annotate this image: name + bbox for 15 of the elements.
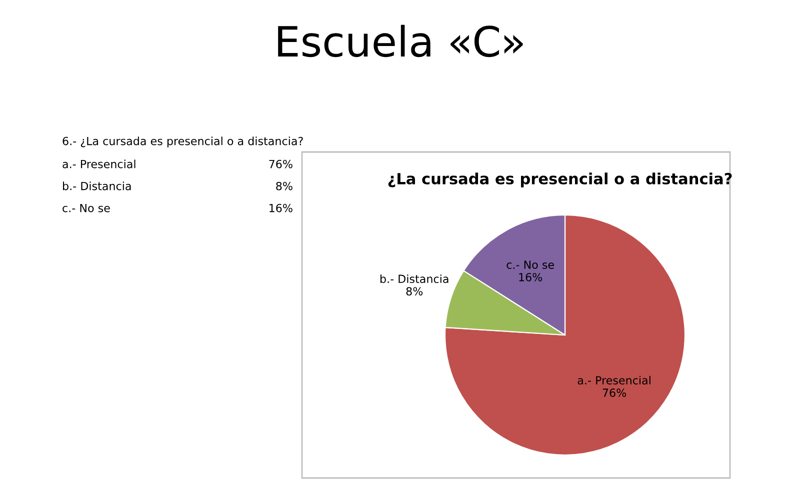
category-label: b.- Distancia (63, 182, 131, 190)
text: Escuela «C» (278, 24, 523, 58)
text: 76% (269, 160, 292, 168)
text: 8% (276, 182, 292, 190)
slice-label: b.- Distancia (380, 274, 448, 284)
data-label: 16% (519, 272, 542, 282)
text: 16% (270, 204, 292, 212)
data-label: 76% (602, 388, 626, 397)
category-label: a.- Presencial (62, 160, 136, 168)
data-label: 8% (406, 287, 423, 296)
slice-label: a.- Presencial (578, 376, 650, 384)
category-label: c.- No se (62, 204, 110, 212)
chart-title: ¿La cursada es presencial o a distancia? (388, 172, 732, 188)
text: 6.- ¿La cursada es presencial o a distancia? (62, 136, 303, 148)
slice-label: c.- No se (506, 260, 554, 269)
